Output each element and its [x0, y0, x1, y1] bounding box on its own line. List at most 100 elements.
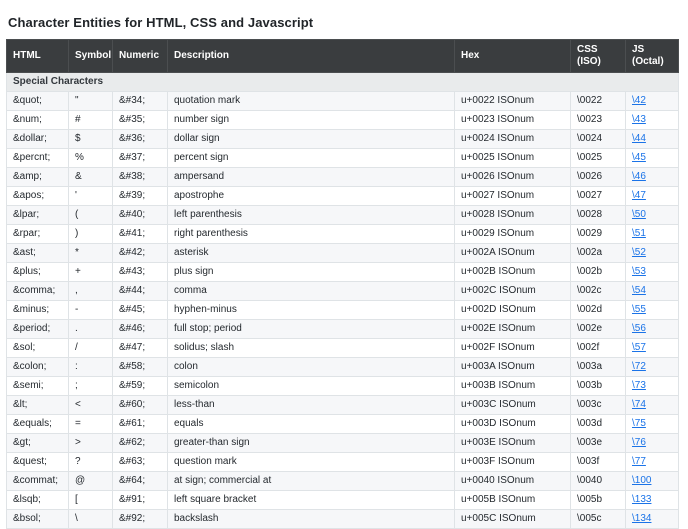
- js-octal-link[interactable]: \100: [632, 475, 652, 486]
- cell-js: \42: [625, 91, 679, 111]
- cell-description: dollar sign: [167, 129, 455, 149]
- table-row: &bsol; \ &#92; backslash u+005C ISOnum \005c \…: [6, 509, 679, 529]
- column-header-description: Description: [167, 39, 455, 73]
- cell-html: &plus;: [6, 262, 69, 282]
- cell-hex: u+0029 ISOnum: [454, 224, 571, 244]
- section-label: Special Characters: [6, 72, 679, 92]
- table-row: &lsqb;[&#91; left square bracket u+005B IS…: [6, 490, 679, 510]
- table-row: &ast; * &#42; asterisk u+002A ISOnum \002a \52: [6, 243, 679, 263]
- table-body: Special Characters &quot; " &#34; quotation …: [6, 72, 679, 529]
- js-octal-link[interactable]: \51: [632, 228, 646, 239]
- cell-description: left square bracket: [167, 490, 455, 510]
- js-octal-link[interactable]: \134: [632, 513, 652, 524]
- cell-hex: u+003A ISOnum: [454, 357, 571, 377]
- cell-html: &amp;: [6, 167, 69, 187]
- cell-numeric: &#39;: [112, 186, 168, 206]
- cell-description: greater-than sign: [167, 433, 455, 453]
- js-octal-link[interactable]: \44: [632, 133, 646, 144]
- cell-description: ampersand: [167, 167, 455, 187]
- cell-description: hyphen-minus: [167, 300, 455, 320]
- cell-hex: u+0024 ISOnum: [454, 129, 571, 149]
- table-row: &colon;: &#58; colon u+003A ISOnum \003a \72: [6, 357, 679, 377]
- js-octal-link[interactable]: \45: [632, 152, 646, 163]
- table-row: &semi;; &#59; semicolon u+003B ISOnum \003b \…: [6, 376, 679, 396]
- cell-description: percent sign: [167, 148, 455, 168]
- cell-symbol: +: [68, 262, 113, 282]
- column-header-numeric: Numeric: [112, 39, 168, 73]
- cell-css: \003a: [570, 357, 626, 377]
- cell-css: \002c: [570, 281, 626, 301]
- cell-js: \50: [625, 205, 679, 225]
- js-octal-link[interactable]: \50: [632, 209, 646, 220]
- cell-js: \54: [625, 281, 679, 301]
- js-octal-link[interactable]: \52: [632, 247, 646, 258]
- js-octal-link[interactable]: \73: [632, 380, 646, 391]
- cell-css: \0023: [570, 110, 626, 130]
- cell-hex: u+0022 ISOnum: [454, 91, 571, 111]
- js-octal-link[interactable]: \54: [632, 285, 646, 296]
- js-octal-link[interactable]: \55: [632, 304, 646, 315]
- cell-hex: u+003E ISOnum: [454, 433, 571, 453]
- js-octal-link[interactable]: \76: [632, 437, 646, 448]
- table-row: &minus; - &#45; hyphen-minus u+002D ISOnum \0…: [6, 300, 679, 320]
- js-octal-link[interactable]: \42: [632, 95, 646, 106]
- cell-symbol: \: [68, 509, 113, 529]
- js-octal-link[interactable]: \53: [632, 266, 646, 277]
- cell-css: \002f: [570, 338, 626, 358]
- cell-symbol: &: [68, 167, 113, 187]
- js-octal-link[interactable]: \56: [632, 323, 646, 334]
- cell-js: \56: [625, 319, 679, 339]
- cell-css: \0026: [570, 167, 626, 187]
- cell-css: \0028: [570, 205, 626, 225]
- cell-js: \45: [625, 148, 679, 168]
- cell-numeric: &#44;: [112, 281, 168, 301]
- js-octal-link[interactable]: \57: [632, 342, 646, 353]
- cell-symbol: =: [68, 414, 113, 434]
- cell-symbol: %: [68, 148, 113, 168]
- cell-html: &minus;: [6, 300, 69, 320]
- cell-hex: u+002F ISOnum: [454, 338, 571, 358]
- cell-description: right parenthesis: [167, 224, 455, 244]
- cell-js: \43: [625, 110, 679, 130]
- cell-symbol: ,: [68, 281, 113, 301]
- cell-description: left parenthesis: [167, 205, 455, 225]
- js-octal-link[interactable]: \46: [632, 171, 646, 182]
- character-entities-table: HTML Symbol Numeric Description Hex CSS (ISO)…: [6, 39, 679, 529]
- content-area: Character Entities for HTML, CSS and Jav…: [0, 15, 688, 529]
- cell-js: \51: [625, 224, 679, 244]
- page-title: Character Entities for HTML, CSS and Jav…: [8, 15, 314, 30]
- js-octal-link[interactable]: \47: [632, 190, 646, 201]
- js-octal-link[interactable]: \43: [632, 114, 646, 125]
- cell-symbol: .: [68, 319, 113, 339]
- cell-symbol: ': [68, 186, 113, 206]
- js-octal-link[interactable]: \74: [632, 399, 646, 410]
- cell-hex: u+0027 ISOnum: [454, 186, 571, 206]
- cell-css: \002a: [570, 243, 626, 263]
- js-octal-link[interactable]: \75: [632, 418, 646, 429]
- cell-html: &bsol;: [6, 509, 69, 529]
- cell-html: &period;: [6, 319, 69, 339]
- cell-hex: u+0028 ISOnum: [454, 205, 571, 225]
- cell-numeric: &#34;: [112, 91, 168, 111]
- cell-hex: u+002A ISOnum: [454, 243, 571, 263]
- cell-description: semicolon: [167, 376, 455, 396]
- cell-css: \002d: [570, 300, 626, 320]
- js-octal-link[interactable]: \77: [632, 456, 646, 467]
- cell-js: \57: [625, 338, 679, 358]
- cell-html: &lt;: [6, 395, 69, 415]
- cell-description: equals: [167, 414, 455, 434]
- cell-symbol: -: [68, 300, 113, 320]
- cell-symbol: :: [68, 357, 113, 377]
- cell-description: question mark: [167, 452, 455, 472]
- cell-css: \0027: [570, 186, 626, 206]
- cell-css: \003b: [570, 376, 626, 396]
- cell-hex: u+0025 ISOnum: [454, 148, 571, 168]
- cell-html: &comma;: [6, 281, 69, 301]
- js-octal-link[interactable]: \133: [632, 494, 652, 505]
- cell-numeric: &#38;: [112, 167, 168, 187]
- cell-symbol: ": [68, 91, 113, 111]
- cell-html: &quest;: [6, 452, 69, 472]
- cell-numeric: &#62;: [112, 433, 168, 453]
- js-octal-link[interactable]: \72: [632, 361, 646, 372]
- cell-html: &ast;: [6, 243, 69, 263]
